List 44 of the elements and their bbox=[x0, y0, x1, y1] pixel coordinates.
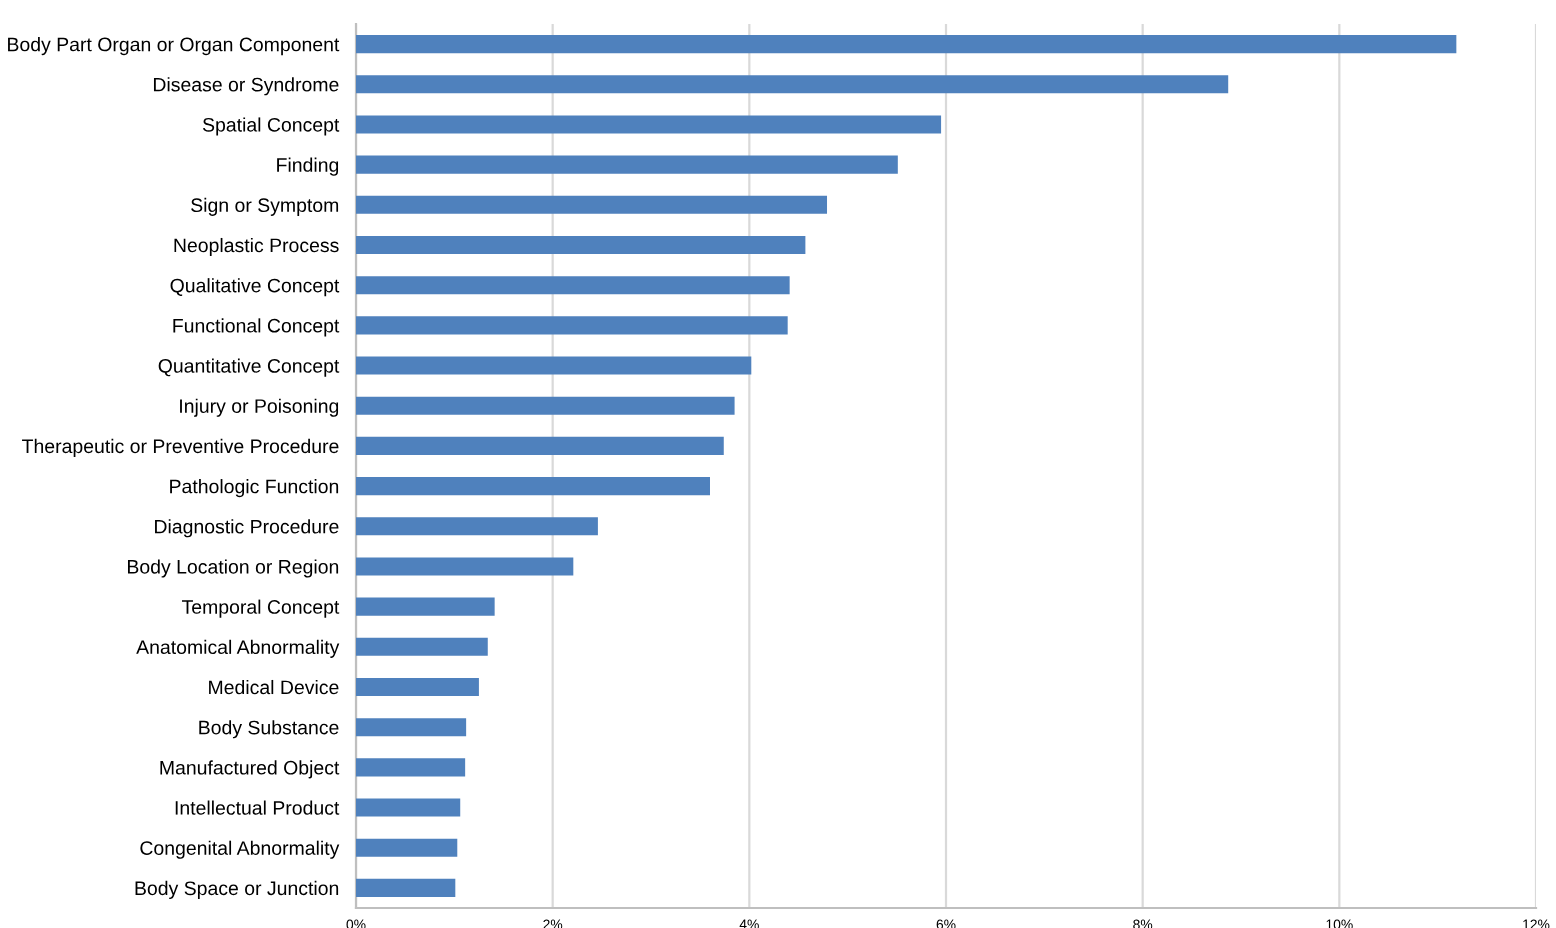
bar bbox=[356, 35, 1457, 54]
bar bbox=[356, 637, 488, 656]
y-tick-label: Diagnostic Procedure bbox=[155, 519, 339, 538]
bar bbox=[356, 356, 752, 375]
y-tick-label: Anatomical Abnormality bbox=[136, 639, 340, 658]
y-tick-label: Finding bbox=[277, 157, 339, 176]
y-tick-label: Body Location or Region bbox=[127, 559, 339, 578]
bar bbox=[356, 878, 456, 897]
bar bbox=[356, 316, 788, 335]
y-tick-label: Neoplastic Process bbox=[174, 237, 339, 257]
y-tick-label: Qualitative Concept bbox=[170, 278, 340, 297]
bar bbox=[356, 75, 1229, 94]
bar bbox=[356, 436, 724, 455]
bar bbox=[356, 115, 942, 134]
y-tick-label: Pathologic Function bbox=[170, 479, 339, 498]
y-tick-label: Body Part Organ or Organ Component bbox=[8, 37, 340, 56]
bar bbox=[356, 276, 790, 295]
y-tick-label: Disease or Syndrome bbox=[153, 77, 339, 96]
bar bbox=[356, 517, 598, 536]
bar bbox=[356, 758, 466, 777]
bar bbox=[356, 718, 467, 737]
y-tick-label: Body Substance bbox=[199, 720, 339, 739]
y-tick-label: Spatial Concept bbox=[202, 117, 340, 136]
y-tick-label: Therapeutic or Preventive Procedure bbox=[22, 438, 339, 457]
bar bbox=[356, 477, 710, 496]
bar bbox=[356, 677, 479, 697]
bar bbox=[356, 195, 828, 214]
y-tick-label: Functional Concept bbox=[173, 318, 340, 337]
bar bbox=[356, 235, 806, 255]
y-tick-label: Intellectual Product bbox=[175, 800, 340, 815]
bar bbox=[356, 396, 735, 415]
bar bbox=[356, 597, 495, 616]
y-tick-label: Medical Device bbox=[209, 679, 339, 695]
bar bbox=[356, 155, 898, 174]
bar bbox=[356, 557, 574, 576]
y-tick-label: Temporal Concept bbox=[181, 599, 340, 618]
y-tick-label: Sign or Symptom bbox=[191, 197, 339, 216]
y-tick-label: Congenital Abnormality bbox=[140, 840, 340, 859]
bar bbox=[356, 798, 461, 817]
bar bbox=[356, 838, 458, 857]
y-tick-label: Body Space or Junction bbox=[135, 880, 339, 899]
y-tick-label: Quantitative Concept bbox=[158, 358, 340, 377]
y-tick-label: Injury or Poisoning bbox=[180, 398, 339, 417]
y-tick-label: Manufactured Object bbox=[160, 760, 340, 779]
